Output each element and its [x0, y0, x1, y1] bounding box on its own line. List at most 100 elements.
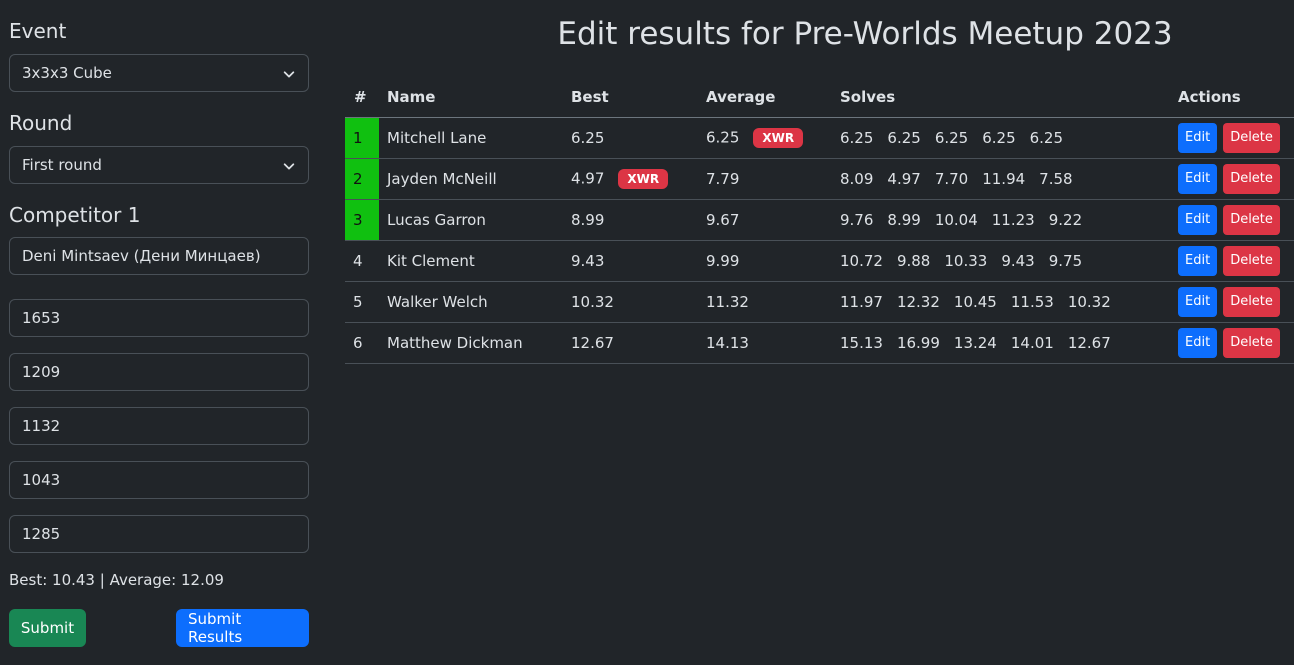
average-time: 9.99: [706, 251, 740, 270]
delete-button[interactable]: Delete: [1223, 286, 1280, 317]
delete-button[interactable]: Delete: [1223, 327, 1280, 358]
page-title: Edit results for Pre-Worlds Meetup 2023: [557, 16, 1173, 52]
solves-cell: 6.25 6.25 6.25 6.25 6.25: [832, 117, 1170, 159]
best-time: 8.99: [571, 210, 605, 229]
solve-time: 9.22: [1048, 210, 1083, 229]
event-select[interactable]: 3x3x3 Cube: [9, 54, 309, 92]
solves-cell: 9.76 8.99 10.04 11.23 9.22: [832, 199, 1170, 241]
solve-time: 6.25: [982, 128, 1016, 147]
submit-results-button[interactable]: Submit Results: [176, 609, 309, 647]
table-row: 4 Kit Clement 9.43 9.99 10.72 9.88 10.33 9.43 9.…: [345, 240, 1294, 282]
solves-cell: 10.72 9.88 10.33 9.43 9.75: [832, 240, 1170, 282]
solve-time: 13.24: [953, 333, 997, 352]
solve-time: 7.70: [934, 169, 969, 188]
attempt-2-value: 1209: [22, 363, 61, 381]
attempt-5-value: 1285: [22, 525, 61, 543]
table-row: 2 Jayden McNeill 4.97 XWR 7.79 8.09 4.97 7.70 11…: [345, 158, 1294, 200]
solve-time: 10.04: [934, 210, 978, 229]
competitor-label: Competitor 1: [9, 203, 141, 227]
edit-button[interactable]: Edit: [1178, 122, 1218, 153]
attempt-5-input[interactable]: 1285: [9, 515, 309, 553]
attempt-4-input[interactable]: 1043: [9, 461, 309, 499]
solve-time: 6.25: [934, 128, 969, 147]
solve-time: 12.67: [1067, 333, 1111, 352]
best-average-summary: Best: 10.43 | Average: 12.09: [9, 571, 224, 589]
solve-time: 11.97: [840, 292, 883, 311]
rank-cell: 6: [345, 322, 379, 364]
table-row: 5 Walker Welch 10.32 11.32 11.97 12.32 10.45 11…: [345, 281, 1294, 323]
delete-button[interactable]: Delete: [1223, 163, 1280, 194]
edit-button[interactable]: Edit: [1178, 286, 1218, 317]
attempt-3-value: 1132: [22, 417, 61, 435]
attempt-3-input[interactable]: 1132: [9, 407, 309, 445]
rank-cell: 5: [345, 281, 379, 323]
header-average: Average: [698, 77, 832, 118]
best-cell: 10.32: [563, 281, 698, 323]
actions-cell: Edit Delete: [1170, 199, 1294, 241]
edit-button[interactable]: Edit: [1178, 327, 1218, 358]
submit-button[interactable]: Submit: [9, 609, 86, 647]
average-cell: 11.32: [698, 281, 832, 323]
solves-cell: 8.09 4.97 7.70 11.94 7.58: [832, 158, 1170, 200]
record-badge: XWR: [618, 168, 669, 189]
solve-time: 10.72: [840, 251, 883, 270]
header-best: Best: [563, 77, 698, 118]
attempt-1-value: 1653: [22, 309, 61, 327]
header-solves: Solves: [832, 77, 1170, 118]
attempt-1-input[interactable]: 1653: [9, 299, 309, 337]
solve-time: 10.32: [1067, 292, 1111, 311]
average-time: 14.13: [706, 333, 749, 352]
solve-time: 11.53: [1010, 292, 1054, 311]
round-select[interactable]: First round: [9, 146, 309, 184]
table-header-row: # Name Best Average Solves Actions: [345, 77, 1294, 118]
best-time: 12.67: [571, 333, 614, 352]
solve-time: 9.88: [896, 251, 931, 270]
solve-time: 7.58: [1039, 169, 1073, 188]
solve-time: 9.76: [840, 210, 874, 229]
best-time: 9.43: [571, 251, 605, 270]
best-cell: 9.43: [563, 240, 698, 282]
best-cell: 6.25: [563, 117, 698, 159]
solve-time: 12.32: [896, 292, 940, 311]
average-cell: 7.79: [698, 158, 832, 200]
header-actions: Actions: [1170, 77, 1294, 118]
best-cell: 12.67: [563, 322, 698, 364]
average-cell: 9.99: [698, 240, 832, 282]
solve-time: 10.45: [953, 292, 997, 311]
edit-button[interactable]: Edit: [1178, 163, 1218, 194]
actions-cell: Edit Delete: [1170, 158, 1294, 200]
edit-button[interactable]: Edit: [1178, 204, 1218, 235]
attempt-2-input[interactable]: 1209: [9, 353, 309, 391]
round-label: Round: [9, 111, 73, 135]
best-cell: 8.99: [563, 199, 698, 241]
event-label: Event: [9, 19, 67, 43]
delete-button[interactable]: Delete: [1223, 122, 1280, 153]
solve-time: 11.23: [991, 210, 1035, 229]
best-cell: 4.97 XWR: [563, 158, 698, 200]
best-time: 4.97: [571, 169, 605, 187]
average-time: 11.32: [706, 292, 749, 311]
rank-cell: 2: [345, 158, 379, 200]
competitor-field[interactable]: Deni Mintsaev (Дени Минцаев): [9, 237, 309, 275]
attempt-4-value: 1043: [22, 471, 61, 489]
solve-time: 6.25: [840, 128, 874, 147]
delete-button[interactable]: Delete: [1223, 245, 1280, 276]
table-row: 3 Lucas Garron 8.99 9.67 9.76 8.99 10.04 11.23 9…: [345, 199, 1294, 241]
rank-cell: 4: [345, 240, 379, 282]
solve-time: 14.01: [1010, 333, 1054, 352]
solve-time: 8.99: [887, 210, 921, 229]
actions-cell: Edit Delete: [1170, 281, 1294, 323]
solve-time: 10.33: [944, 251, 988, 270]
solve-time: 16.99: [896, 333, 940, 352]
table-row: 1 Mitchell Lane 6.25 6.25 XWR 6.25 6.25 6.25 6.2…: [345, 117, 1294, 159]
results-table: # Name Best Average Solves Actions 1 Mitc…: [345, 77, 1294, 364]
record-badge: XWR: [753, 127, 804, 148]
edit-button[interactable]: Edit: [1178, 245, 1218, 276]
chevron-down-icon: [283, 71, 295, 78]
competitor-field-value: Deni Mintsaev (Дени Минцаев): [22, 247, 261, 265]
event-select-value: 3x3x3 Cube: [22, 64, 112, 82]
rank-cell: 1: [345, 117, 379, 159]
solves-cell: 11.97 12.32 10.45 11.53 10.32: [832, 281, 1170, 323]
delete-button[interactable]: Delete: [1223, 204, 1280, 235]
header-name: Name: [379, 77, 563, 118]
